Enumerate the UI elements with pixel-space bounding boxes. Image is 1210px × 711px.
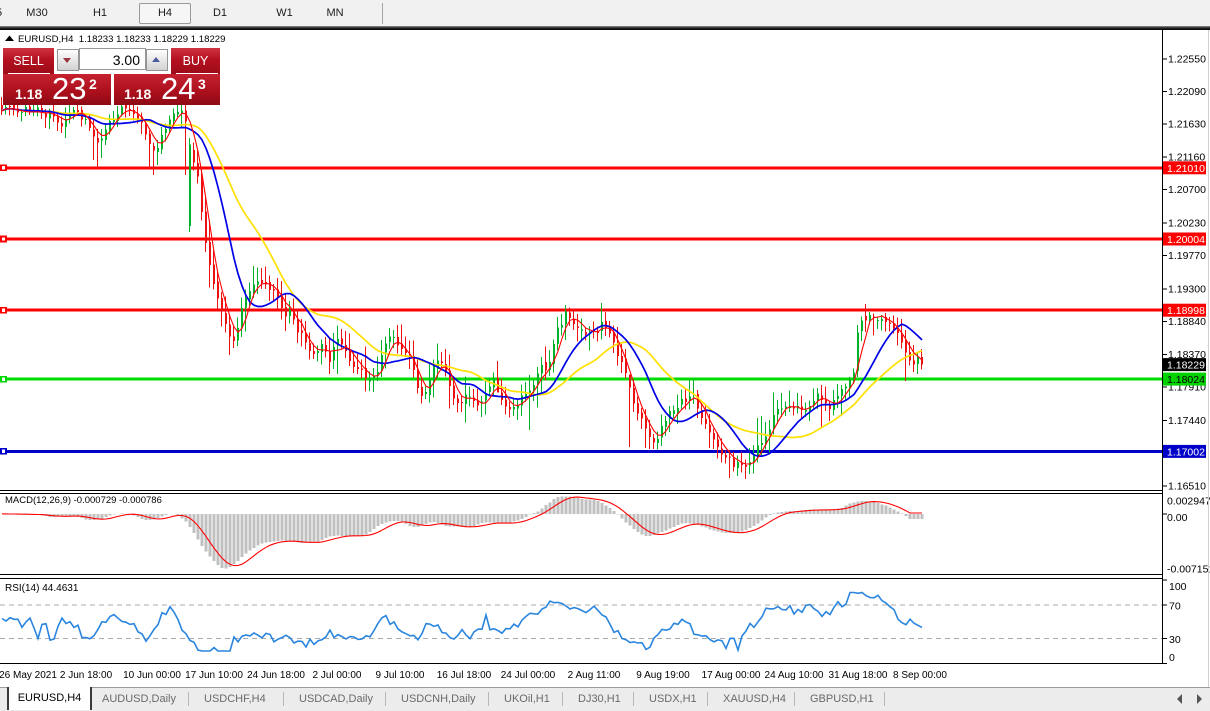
svg-text:1.21010: 1.21010 — [1167, 163, 1205, 175]
svg-text:1.20004: 1.20004 — [1167, 234, 1205, 246]
svg-text:31 Aug 18:00: 31 Aug 18:00 — [829, 670, 888, 681]
svg-text:1.17002: 1.17002 — [1167, 446, 1205, 458]
svg-text:26 May 2021: 26 May 2021 — [0, 670, 57, 681]
svg-text:1.22550: 1.22550 — [1168, 53, 1206, 65]
svg-text:24 Jul 00:00: 24 Jul 00:00 — [501, 670, 556, 681]
svg-text:1.18840: 1.18840 — [1168, 316, 1206, 328]
svg-text:1.18998: 1.18998 — [1167, 305, 1205, 317]
svg-text:1.20230: 1.20230 — [1168, 218, 1206, 230]
svg-text:MACD(12,26,9) -0.000729 -0.000: MACD(12,26,9) -0.000729 -0.000786 — [5, 495, 162, 506]
svg-text:1.20700: 1.20700 — [1168, 184, 1206, 196]
svg-text:9 Aug 19:00: 9 Aug 19:00 — [636, 670, 690, 681]
svg-text:30: 30 — [1169, 634, 1181, 646]
svg-text:100: 100 — [1169, 581, 1187, 593]
svg-text:1.19770: 1.19770 — [1168, 250, 1206, 262]
svg-text:24 Aug 10:00: 24 Aug 10:00 — [765, 670, 824, 681]
svg-text:8 Sep 00:00: 8 Sep 00:00 — [893, 670, 947, 681]
svg-text:0.00: 0.00 — [1167, 512, 1188, 524]
svg-text:0.002947: 0.002947 — [1167, 495, 1210, 507]
svg-text:1.21630: 1.21630 — [1168, 118, 1206, 130]
svg-text:2 Aug 11:00: 2 Aug 11:00 — [568, 670, 621, 681]
svg-text:RSI(14) 44.4631: RSI(14) 44.4631 — [5, 583, 79, 594]
svg-text:16 Jul 18:00: 16 Jul 18:00 — [437, 670, 492, 681]
svg-text:1.17440: 1.17440 — [1168, 415, 1206, 427]
svg-text:10 Jun 00:00: 10 Jun 00:00 — [123, 670, 181, 681]
svg-text:17 Aug 00:00: 17 Aug 00:00 — [702, 670, 761, 681]
svg-text:1.18229: 1.18229 — [1167, 360, 1205, 372]
svg-text:24 Jun 18:00: 24 Jun 18:00 — [247, 670, 305, 681]
svg-text:9 Jul 10:00: 9 Jul 10:00 — [376, 670, 425, 681]
svg-text:70: 70 — [1169, 601, 1181, 613]
svg-text:EURUSD,H4 1.18233 1.18233 1.1: EURUSD,H4 1.18233 1.18233 1.18229 1.1822… — [18, 34, 225, 45]
svg-text:1.19300: 1.19300 — [1168, 283, 1206, 295]
svg-text:1.21160: 1.21160 — [1168, 152, 1205, 164]
svg-text:-0.007151: -0.007151 — [1167, 564, 1210, 576]
svg-text:1.18024: 1.18024 — [1167, 374, 1205, 386]
svg-text:0: 0 — [1169, 652, 1175, 664]
svg-text:1.16510: 1.16510 — [1168, 481, 1206, 493]
svg-text:2 Jun 18:00: 2 Jun 18:00 — [60, 670, 113, 681]
svg-text:2 Jul 00:00: 2 Jul 00:00 — [313, 670, 362, 681]
svg-text:1.22090: 1.22090 — [1168, 86, 1206, 98]
svg-text:17 Jun 10:00: 17 Jun 10:00 — [185, 670, 243, 681]
